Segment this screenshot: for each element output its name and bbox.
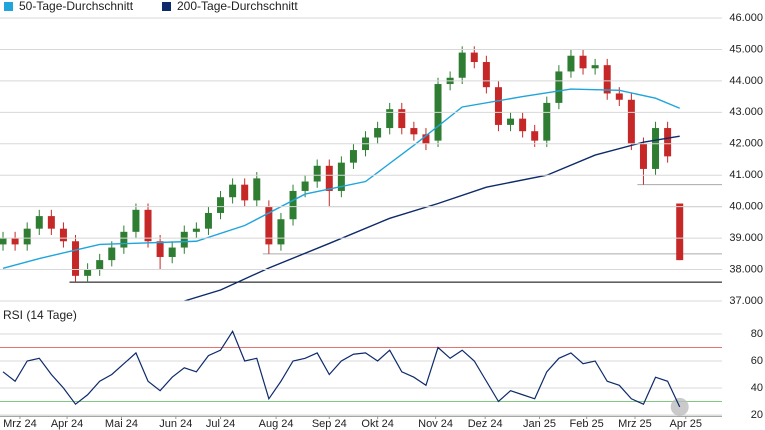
candle-body bbox=[313, 165, 321, 182]
candle-body bbox=[325, 165, 333, 191]
candle-body bbox=[603, 65, 611, 94]
candle-body bbox=[652, 128, 660, 169]
candle-body bbox=[591, 65, 599, 69]
legend-swatch bbox=[4, 2, 13, 11]
candle-body bbox=[567, 55, 575, 72]
x-tick-label: Sep 24 bbox=[312, 418, 347, 430]
candle-body bbox=[639, 143, 647, 169]
candle-body bbox=[168, 247, 176, 257]
x-tick-label: Feb 25 bbox=[570, 418, 604, 430]
y-tick-label: 44.000 bbox=[729, 75, 763, 87]
y-tick-label: 39.000 bbox=[729, 232, 763, 244]
candle-body bbox=[241, 184, 249, 201]
candle-body bbox=[374, 128, 382, 138]
x-tick-label: Mrz 25 bbox=[618, 418, 652, 430]
y-tick-label: 43.000 bbox=[729, 106, 763, 118]
candle-body bbox=[301, 181, 309, 191]
candle-body bbox=[217, 197, 225, 213]
candle-body bbox=[132, 209, 140, 232]
candle-body bbox=[192, 228, 200, 232]
y-tick-label: 46.000 bbox=[729, 12, 763, 24]
legend-label: 50-Tage-Durchschnitt bbox=[19, 0, 134, 13]
candle-body bbox=[349, 150, 357, 163]
candle-body bbox=[204, 212, 212, 229]
candle-body bbox=[72, 241, 80, 276]
x-tick-label: Nov 24 bbox=[418, 418, 453, 430]
x-tick-label: Jul 24 bbox=[206, 418, 235, 430]
candle-body bbox=[253, 178, 261, 201]
y-tick-label: 40 bbox=[751, 382, 763, 394]
candle-body bbox=[144, 209, 152, 242]
candle-body bbox=[35, 216, 43, 229]
y-tick-label: 37.000 bbox=[729, 295, 763, 307]
y-tick-label: 42.000 bbox=[729, 138, 763, 150]
candle-body bbox=[410, 128, 418, 135]
candle-body bbox=[386, 109, 394, 129]
moving-average-line bbox=[184, 135, 680, 301]
candle-body bbox=[23, 228, 31, 245]
candle-body bbox=[59, 228, 67, 242]
x-tick-label: Mai 24 bbox=[105, 418, 138, 430]
y-tick-label: 80 bbox=[751, 328, 763, 340]
x-tick-label: Aug 24 bbox=[259, 418, 294, 430]
candle-body bbox=[531, 131, 539, 141]
x-tick-label: Okt 24 bbox=[361, 418, 393, 430]
x-tick-label: Apr 25 bbox=[670, 418, 702, 430]
y-tick-label: 20 bbox=[751, 409, 763, 421]
y-tick-label: 60 bbox=[751, 355, 763, 367]
candle-body bbox=[398, 109, 406, 129]
candle-body bbox=[289, 190, 297, 220]
x-tick-label: Dez 24 bbox=[468, 418, 503, 430]
legend-swatch bbox=[162, 2, 171, 11]
candle-body bbox=[470, 52, 478, 63]
candle-body bbox=[108, 247, 116, 261]
y-tick-label: 41.000 bbox=[729, 169, 763, 181]
candle-body bbox=[156, 241, 164, 257]
rsi-title: RSI (14 Tage) bbox=[3, 308, 77, 322]
candle-body bbox=[627, 99, 635, 144]
candle-body bbox=[422, 134, 430, 144]
candle-body bbox=[543, 102, 551, 141]
candle-body bbox=[676, 203, 684, 261]
y-tick-label: 40.000 bbox=[729, 201, 763, 213]
candle-body bbox=[458, 52, 466, 78]
candle-body bbox=[265, 206, 273, 245]
candle-body bbox=[507, 118, 515, 125]
y-tick-label: 45.000 bbox=[729, 43, 763, 55]
candle-body bbox=[229, 184, 237, 198]
x-tick-label: Jun 24 bbox=[159, 418, 192, 430]
candle-body bbox=[47, 216, 55, 229]
candle-body bbox=[120, 231, 128, 248]
candle-body bbox=[482, 62, 490, 88]
candle-body bbox=[337, 162, 345, 191]
legend-label: 200-Tage-Durchschnitt bbox=[177, 0, 298, 13]
candle-body bbox=[96, 260, 104, 270]
candle-body bbox=[277, 219, 285, 245]
x-tick-label: Jan 25 bbox=[523, 418, 556, 430]
candle-body bbox=[555, 71, 563, 103]
candle-body bbox=[11, 238, 19, 245]
candle-body bbox=[615, 93, 623, 100]
candle-body bbox=[664, 128, 672, 157]
candle-body bbox=[180, 231, 188, 248]
x-tick-label: Mrz 24 bbox=[3, 418, 37, 430]
candle-body bbox=[519, 118, 527, 132]
candle-body bbox=[494, 87, 502, 125]
moving-average-line bbox=[2, 88, 680, 269]
rsi-line bbox=[2, 329, 681, 408]
candle-body bbox=[0, 238, 7, 245]
price-plot bbox=[0, 46, 722, 301]
candle-body bbox=[84, 269, 92, 276]
candle-body bbox=[579, 55, 587, 69]
y-tick-label: 38.000 bbox=[729, 263, 763, 275]
x-tick-label: Apr 24 bbox=[51, 418, 83, 430]
